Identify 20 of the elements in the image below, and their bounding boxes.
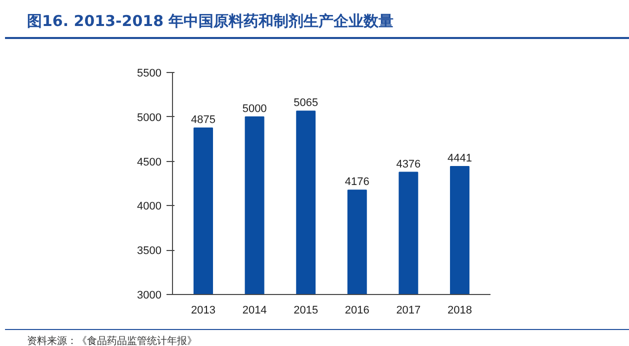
y-tick-label: 4500 — [137, 156, 162, 168]
x-tick-label: 2015 — [294, 304, 318, 316]
x-tick-label: 2017 — [396, 304, 421, 316]
chart-title: 图16. 2013-2018 年中国原料药和制剂生产企业数量 — [27, 11, 394, 31]
x-tick-label: 2018 — [447, 304, 472, 316]
y-tick-label: 3500 — [137, 245, 162, 258]
data-label: 5000 — [242, 102, 267, 115]
y-tick-label: 3000 — [137, 290, 162, 302]
x-tick-label: 2013 — [191, 304, 216, 316]
data-label: 4875 — [191, 114, 216, 126]
x-tick-label: 2014 — [242, 304, 267, 316]
data-label: 5065 — [294, 97, 318, 110]
data-label: 4176 — [344, 176, 370, 188]
data-label: 4441 — [447, 152, 472, 165]
data-label: 4376 — [396, 158, 421, 170]
x-tick-label: 2016 — [344, 304, 370, 316]
y-tick-label: 4000 — [137, 200, 162, 213]
y-tick-label: 5500 — [137, 68, 162, 80]
y-tick-label: 5000 — [137, 112, 162, 124]
text: 资料来源：《食品药品监管统计年报》 — [27, 336, 197, 346]
